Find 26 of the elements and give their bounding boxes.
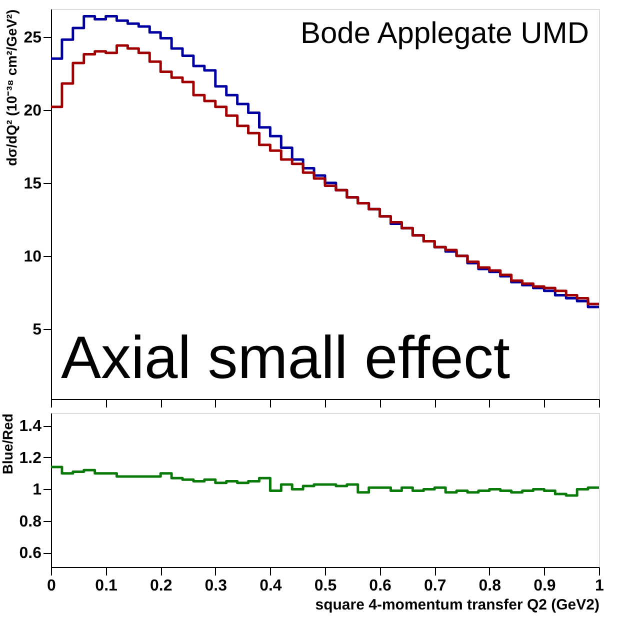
y-tick-label: 0.8 xyxy=(19,513,42,530)
y-tick-label: 0.6 xyxy=(19,545,42,562)
y-axis-title: dσ/dQ² (10⁻³⁸ cm²/GeV²) xyxy=(4,10,20,166)
x-tick-label: 0.4 xyxy=(260,578,282,594)
y-axis-title: Blue/Red xyxy=(0,414,16,474)
y-tick-label: 25 xyxy=(24,29,42,46)
y-tick-label: 20 xyxy=(24,102,42,120)
y-tick-label: 1.2 xyxy=(19,450,42,467)
x-tick-label: 0.1 xyxy=(95,578,118,594)
x-axis-title: square 4-momentum transfer Q2 (GeV2) xyxy=(315,596,600,614)
y-tick-label: 5 xyxy=(32,321,42,338)
annotation: Axial small effect xyxy=(61,324,510,391)
x-tick-label: 0.2 xyxy=(150,578,172,594)
x-tick-label: 1 xyxy=(595,578,604,594)
x-tick-label: 0.7 xyxy=(424,578,446,594)
y-tick-label: 10 xyxy=(24,248,42,266)
y-tick-label: 1 xyxy=(32,482,42,499)
x-tick-label: 0.5 xyxy=(314,578,337,594)
annotation: Bode Applegate UMD xyxy=(300,17,589,50)
x-tick-label: 0.9 xyxy=(534,578,556,594)
x-tick-label: 0.8 xyxy=(478,578,502,594)
x-tick-label: 0.6 xyxy=(369,578,392,594)
y-tick-label: 1.4 xyxy=(19,418,42,436)
x-tick-label: 0 xyxy=(47,578,56,594)
x-tick-label: 0.3 xyxy=(204,578,228,594)
y-tick-label: 15 xyxy=(24,175,42,192)
